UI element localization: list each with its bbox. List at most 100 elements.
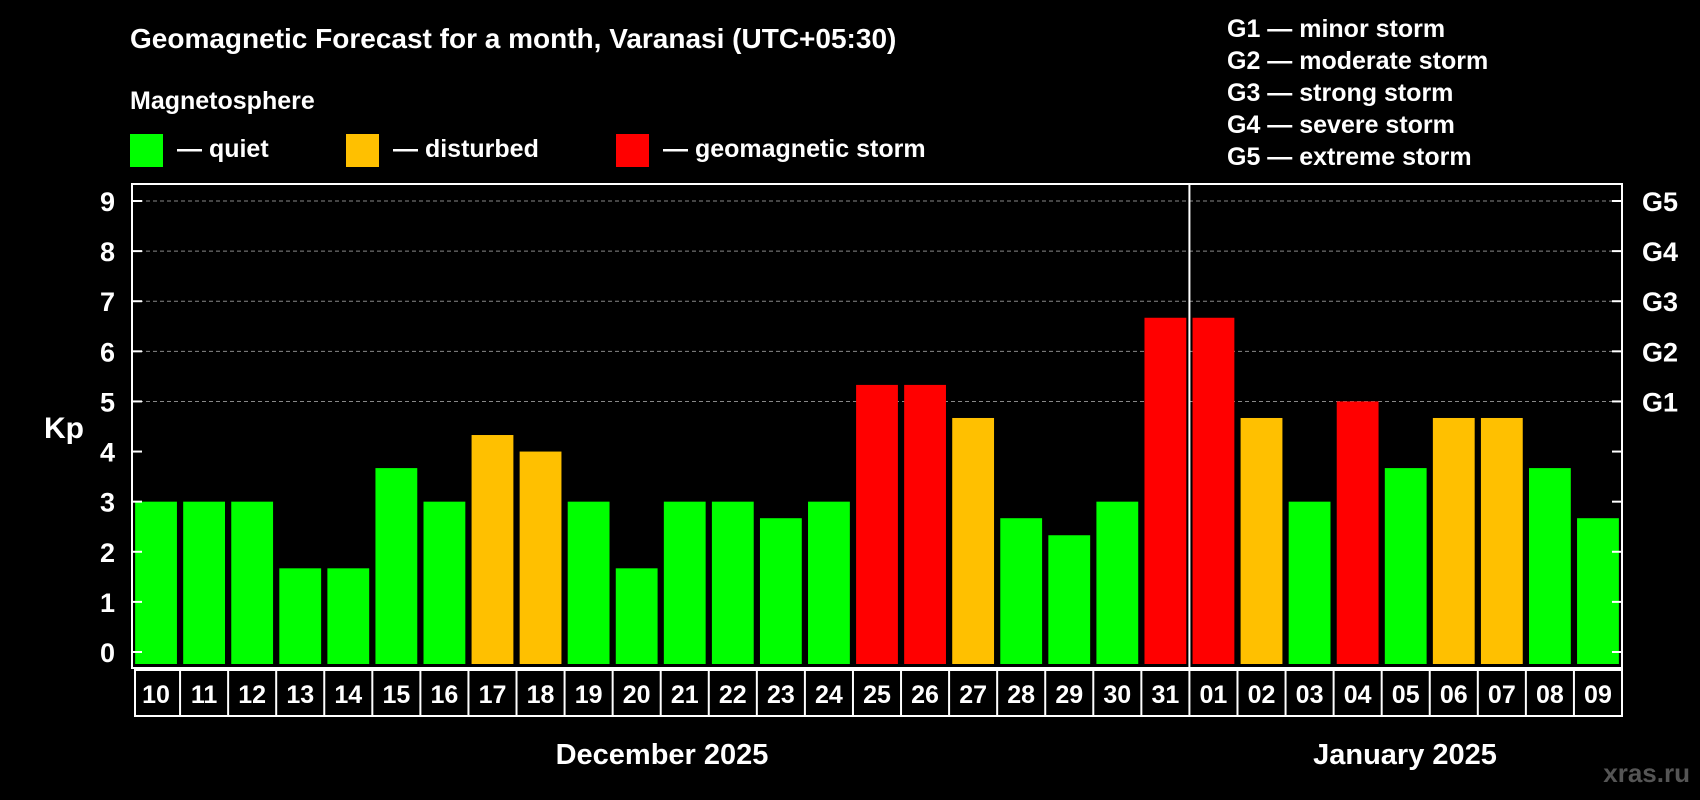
bar-5 xyxy=(375,468,418,664)
date-label-26: 05 xyxy=(1392,681,1420,709)
date-label-16: 26 xyxy=(911,681,939,709)
date-label-20: 30 xyxy=(1103,681,1131,709)
bar-19 xyxy=(1048,535,1091,664)
date-label-19: 29 xyxy=(1055,681,1083,709)
date-label-23: 02 xyxy=(1248,681,1276,709)
y-tick-label-4: 4 xyxy=(100,438,115,468)
date-label-25: 04 xyxy=(1344,681,1372,709)
month-label-1: January 2025 xyxy=(1313,739,1497,771)
legend-label-storm: — geomagnetic storm xyxy=(663,135,926,163)
legend: — quiet — disturbed — geomagnetic storm xyxy=(130,134,926,167)
y-tick-label-7: 7 xyxy=(100,287,115,317)
bar-22 xyxy=(1192,317,1235,664)
bar-20 xyxy=(1096,501,1139,664)
bar-26 xyxy=(1384,468,1427,664)
date-label-17: 27 xyxy=(959,681,987,709)
date-label-14: 24 xyxy=(815,681,843,709)
bar-1 xyxy=(183,501,226,664)
date-label-29: 08 xyxy=(1536,681,1564,709)
date-row-frame xyxy=(134,669,1623,717)
bar-23 xyxy=(1240,417,1283,664)
storm-scale-legend: G1 — minor storm G2 — moderate storm G3 … xyxy=(1227,15,1488,171)
date-label-11: 21 xyxy=(671,681,699,709)
bar-6 xyxy=(423,501,466,664)
date-label-27: 06 xyxy=(1440,681,1468,709)
legend-heading: Magnetosphere xyxy=(130,87,315,115)
date-label-24: 03 xyxy=(1296,681,1324,709)
storm-scale-g1: G1 — minor storm xyxy=(1227,15,1445,43)
date-label-2: 12 xyxy=(238,681,266,709)
date-label-10: 20 xyxy=(623,681,651,709)
bar-15 xyxy=(856,384,898,664)
date-label-4: 14 xyxy=(334,681,362,709)
date-label-30: 09 xyxy=(1584,681,1612,709)
bar-7 xyxy=(471,435,514,664)
y-tick-label-8: 8 xyxy=(100,237,115,267)
bar-18 xyxy=(1000,518,1043,664)
storm-scale-g4: G4 — severe storm xyxy=(1227,111,1455,139)
y-axis-label: Kp xyxy=(44,412,84,445)
date-label-22: 01 xyxy=(1200,681,1228,709)
legend-swatch-disturbed xyxy=(346,134,379,167)
month-label-0: December 2025 xyxy=(556,739,769,771)
watermark: xras.ru xyxy=(1603,758,1690,788)
date-label-3: 13 xyxy=(286,681,314,709)
bar-27 xyxy=(1432,417,1475,664)
g-level-label-G1: G1 xyxy=(1642,387,1678,417)
bar-14 xyxy=(808,501,850,664)
date-label-13: 23 xyxy=(767,681,795,709)
bar-29 xyxy=(1528,468,1571,664)
bar-17 xyxy=(952,417,995,664)
date-label-1: 11 xyxy=(191,681,218,709)
y-tick-label-9: 9 xyxy=(100,187,115,217)
date-label-9: 19 xyxy=(575,681,603,709)
g-level-label-G2: G2 xyxy=(1642,337,1678,367)
y-tick-label-3: 3 xyxy=(100,488,115,518)
bar-13 xyxy=(759,518,802,664)
bar-30 xyxy=(1577,518,1619,664)
g-level-label-G5: G5 xyxy=(1642,187,1678,217)
y-tick-label-0: 0 xyxy=(100,638,115,668)
date-label-12: 22 xyxy=(719,681,747,709)
bar-3 xyxy=(279,568,322,664)
bar-21 xyxy=(1144,317,1187,664)
storm-scale-g3: G3 — strong storm xyxy=(1227,79,1453,107)
y-tick-label-1: 1 xyxy=(100,588,115,618)
bar-0 xyxy=(135,501,177,664)
bar-2 xyxy=(231,501,274,664)
g-level-label-G4: G4 xyxy=(1642,237,1678,267)
bar-4 xyxy=(327,568,370,664)
bar-16 xyxy=(904,384,946,664)
bar-8 xyxy=(519,451,562,664)
bar-24 xyxy=(1288,501,1331,664)
date-label-18: 28 xyxy=(1007,681,1035,709)
legend-label-quiet: — quiet xyxy=(177,135,269,163)
bar-10 xyxy=(615,568,658,664)
date-label-8: 18 xyxy=(527,681,555,709)
legend-swatch-storm xyxy=(616,134,649,167)
date-label-6: 16 xyxy=(431,681,459,709)
storm-scale-g5: G5 — extreme storm xyxy=(1227,143,1472,171)
date-label-15: 25 xyxy=(863,681,891,709)
legend-label-disturbed: — disturbed xyxy=(393,135,539,163)
y-tick-label-5: 5 xyxy=(100,387,115,417)
bar-11 xyxy=(663,501,706,664)
date-label-7: 17 xyxy=(479,681,507,709)
bar-12 xyxy=(711,501,754,664)
date-label-21: 31 xyxy=(1151,681,1179,709)
bar-28 xyxy=(1480,417,1523,664)
chart-title: Geomagnetic Forecast for a month, Varana… xyxy=(130,23,896,54)
y-tick-label-6: 6 xyxy=(100,337,115,367)
bar-9 xyxy=(567,501,610,664)
date-label-0: 10 xyxy=(142,681,170,709)
date-label-28: 07 xyxy=(1488,681,1516,709)
bar-25 xyxy=(1336,401,1379,664)
date-label-5: 15 xyxy=(382,681,410,709)
y-tick-label-2: 2 xyxy=(100,538,115,568)
legend-swatch-quiet xyxy=(130,134,163,167)
storm-scale-g2: G2 — moderate storm xyxy=(1227,47,1488,75)
plot-frame xyxy=(131,183,1623,669)
